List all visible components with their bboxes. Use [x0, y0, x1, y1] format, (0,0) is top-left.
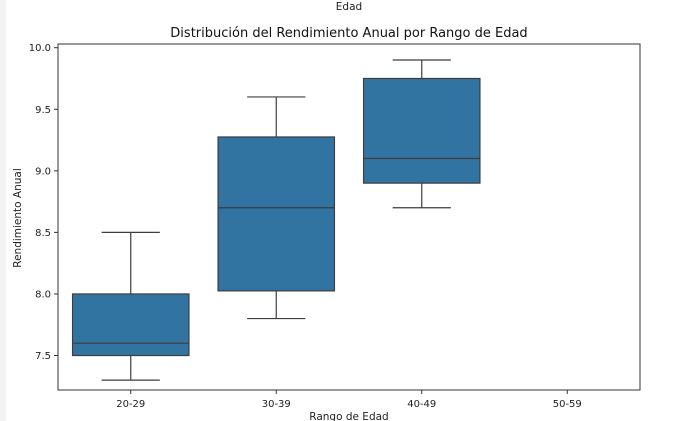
- y-axis-label: Rendimiento Anual: [12, 168, 24, 268]
- x-tick-label: 40-49: [407, 399, 436, 410]
- plot-frame: [57, 43, 641, 391]
- x-tick-label: 50-59: [553, 399, 582, 410]
- x-axis-label: Rango de Edad: [309, 411, 388, 421]
- plot-area: 7.5 8.0 8.5 9.0 9.5 10.0 20-29 30-39 40-49 50-59: [29, 43, 641, 410]
- y-tick-label: 8.5: [35, 228, 51, 239]
- y-tick-label: 7.5: [35, 351, 51, 362]
- y-tick-label: 9.0: [35, 166, 51, 177]
- chart-title: Distribución del Rendimiento Anual por R…: [170, 26, 527, 41]
- box-40-49: [362, 77, 481, 184]
- box-30-39: [217, 136, 336, 292]
- y-tick-label: 8.0: [35, 289, 51, 300]
- y-tick-label: 10.0: [29, 43, 51, 54]
- header-text: Edad: [336, 1, 362, 13]
- x-tick-label: 20-29: [116, 399, 145, 410]
- y-tick-label: 9.5: [35, 105, 51, 116]
- x-tick-label: 30-39: [262, 399, 291, 410]
- left-edge-strip: [0, 0, 6, 421]
- box-20-29: [71, 293, 190, 357]
